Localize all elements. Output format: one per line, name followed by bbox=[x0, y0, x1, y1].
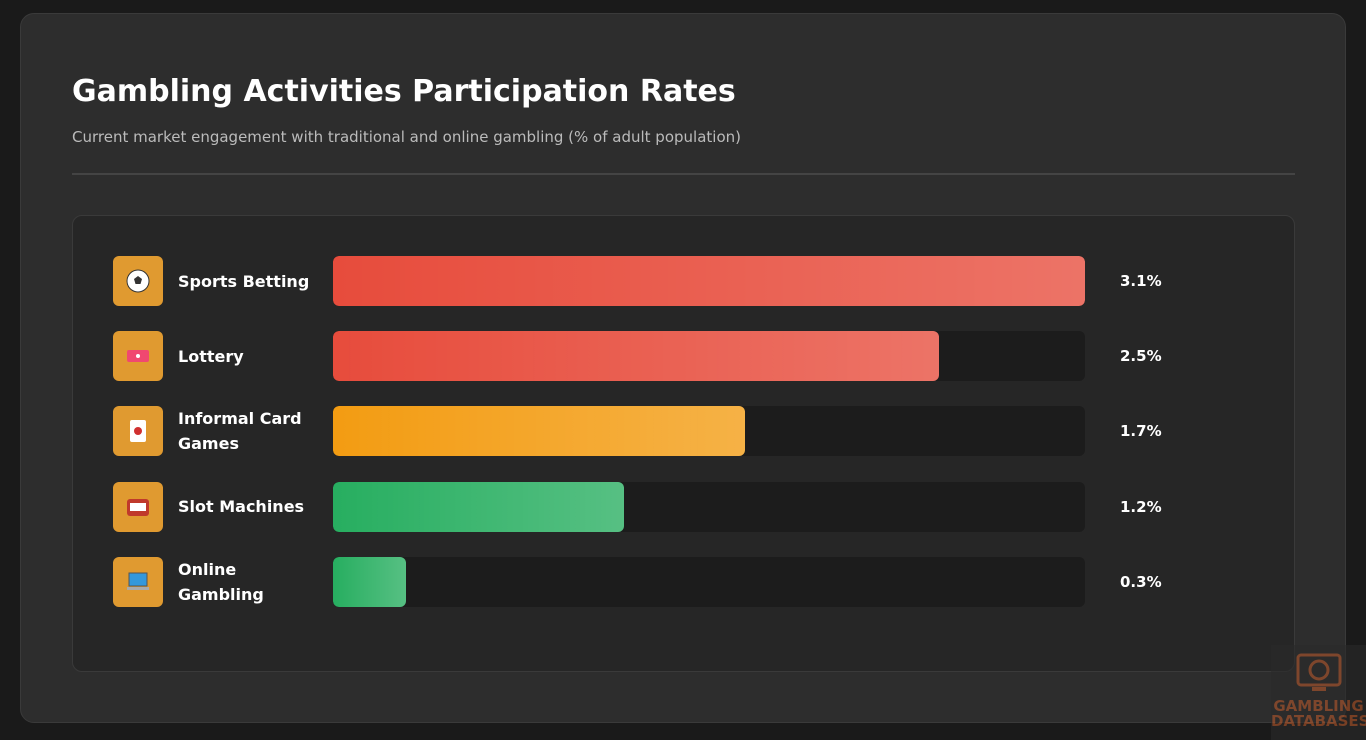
bar bbox=[333, 406, 746, 457]
icon-glyph bbox=[127, 572, 149, 590]
category-icon bbox=[113, 556, 163, 607]
chart-subtitle: Current market engagement with tradition… bbox=[72, 128, 741, 146]
icon-glyph bbox=[130, 420, 146, 443]
value-label: 1.2% bbox=[1120, 497, 1162, 516]
category-label: Lottery bbox=[178, 346, 244, 366]
bar-row: Lottery 2.5% bbox=[113, 331, 1253, 382]
category-icon bbox=[113, 331, 163, 382]
bar bbox=[333, 256, 1085, 306]
bar bbox=[333, 331, 940, 382]
value-label: 2.5% bbox=[1120, 347, 1162, 366]
category-icon bbox=[113, 256, 163, 306]
watermark-text: GAMBLING bbox=[1273, 697, 1364, 715]
bar bbox=[333, 556, 406, 607]
category-icon bbox=[113, 406, 163, 457]
category-label: Informal Card Games bbox=[178, 409, 302, 454]
bar-row: Online Gambling 0.3% bbox=[113, 556, 1253, 607]
value-label: 0.3% bbox=[1120, 572, 1162, 591]
bar-track bbox=[333, 481, 1085, 532]
icon-glyph bbox=[126, 269, 150, 293]
bar-row: Slot Machines 1.2% bbox=[113, 481, 1253, 532]
bar-track bbox=[333, 406, 1085, 457]
category-label: Slot Machines bbox=[178, 497, 305, 517]
divider bbox=[72, 173, 1295, 175]
category-label: Online Gambling bbox=[178, 559, 264, 604]
category-icon bbox=[113, 481, 163, 532]
bar-track bbox=[333, 556, 1085, 607]
bar-row: Sports Betting 3.1% bbox=[113, 256, 1253, 306]
value-label: 1.7% bbox=[1120, 422, 1162, 441]
watermark-text: DATABASES bbox=[1271, 712, 1366, 730]
watermark: GAMBLING DATABASES bbox=[1271, 645, 1366, 740]
bar-track bbox=[333, 331, 1085, 382]
watermark-logo bbox=[1296, 653, 1341, 691]
bar-row: Informal Card Games 1.7% bbox=[113, 406, 1253, 457]
icon-glyph bbox=[127, 350, 149, 363]
chart-title: Gambling Activities Participation Rates bbox=[72, 74, 736, 109]
value-label: 3.1% bbox=[1120, 272, 1162, 290]
bar bbox=[333, 481, 625, 532]
bar-track bbox=[333, 256, 1085, 306]
icon-glyph bbox=[127, 498, 149, 516]
card: Gambling Activities Participation Rates … bbox=[20, 13, 1346, 723]
category-label: Sports Betting bbox=[178, 271, 310, 291]
chart-panel: Sports Betting 3.1% Lottery 2.5% Informal Ca… bbox=[72, 215, 1295, 672]
